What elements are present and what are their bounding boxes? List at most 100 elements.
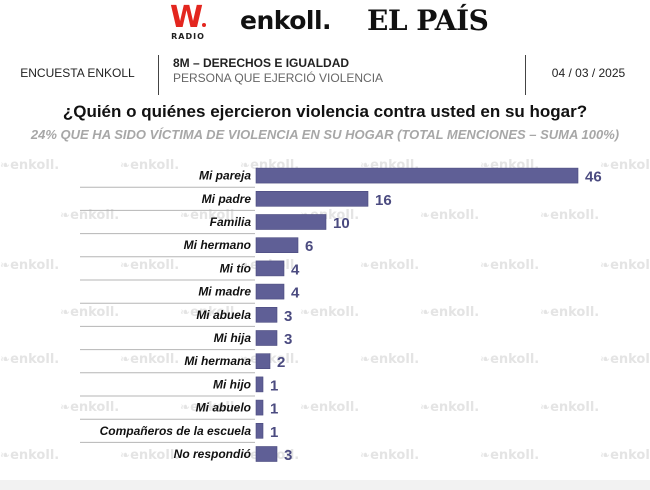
enkoll-leaf-icon: ❧: [0, 448, 11, 462]
category-label: Mi tío: [220, 261, 251, 275]
category-label: Mi hija: [214, 331, 252, 345]
watermark-text: enkoll.: [430, 208, 480, 223]
bar-row: Compañeros de la escuela 1: [80, 422, 278, 443]
enkoll-leaf-icon: ❧: [600, 352, 611, 366]
enkoll-leaf-icon: ❧: [600, 258, 611, 272]
enkoll-leaf-icon: ❧: [120, 352, 131, 366]
bar: [255, 237, 299, 253]
watermark-text: enkoll.: [70, 305, 120, 320]
wradio-mark: W: [169, 0, 203, 35]
watermark-text: enkoll.: [610, 258, 650, 273]
watermark-text: enkoll.: [130, 448, 180, 463]
bar-row: Mi padre 16: [80, 190, 392, 211]
category-label: Mi madre: [198, 285, 251, 299]
bar: [255, 283, 285, 300]
watermark: ❧enkoll.: [600, 158, 650, 173]
enkoll-leaf-icon: ❧: [300, 400, 311, 414]
watermark-text: enkoll.: [190, 305, 240, 320]
wradio-sub: RADIO: [171, 32, 205, 41]
watermark: ❧enkoll.: [480, 352, 539, 367]
bar-row: Mi pareja 46: [80, 167, 602, 188]
watermark: ❧enkoll.: [600, 352, 650, 367]
watermark-text: enkoll.: [550, 305, 600, 320]
value-label: 3: [284, 331, 292, 348]
bar-row: Mi tío 4: [80, 260, 300, 281]
enkoll-leaf-icon: ❧: [120, 158, 131, 172]
watermark: ❧enkoll.: [60, 208, 119, 223]
watermark-text: enkoll.: [130, 352, 180, 367]
watermark-text: enkoll.: [550, 400, 600, 415]
bar: [255, 446, 278, 462]
chart-subtitle: 24% QUE HA SIDO VÍCTIMA DE VIOLENCIA EN …: [30, 127, 620, 142]
report-date: 04 / 03 / 2025: [551, 66, 626, 80]
divider: [525, 55, 526, 95]
value-label: 10: [333, 215, 350, 232]
bar: [255, 376, 264, 393]
watermark: ❧enkoll.: [360, 258, 419, 273]
bar-row: Mi abuelo 1: [80, 399, 278, 420]
watermark-text: enkoll.: [490, 448, 540, 463]
watermark: ❧enkoll.: [60, 305, 119, 320]
enkoll-leaf-icon: ❧: [180, 305, 191, 319]
watermark-text: enkoll.: [310, 400, 360, 415]
watermark: ❧enkoll.: [420, 305, 479, 320]
enkoll-leaf-icon: ❧: [300, 305, 311, 319]
value-label: 1: [270, 377, 278, 394]
watermark: ❧enkoll.: [120, 352, 179, 367]
bar: [255, 190, 369, 207]
enkoll-leaf-icon: ❧: [480, 352, 491, 366]
watermark-text: enkoll.: [70, 208, 120, 223]
enkoll-leaf-icon: ❧: [240, 448, 251, 462]
bar: [255, 422, 264, 439]
wradio-logo: W RADIO: [168, 3, 208, 43]
enkoll-leaf-icon: ❧: [600, 158, 611, 172]
watermark: ❧enkoll.: [600, 448, 650, 463]
value-label: 3: [284, 308, 292, 325]
topic-title: 8M – DERECHOS E IGUALDAD: [173, 56, 350, 70]
topic-subtitle: PERSONA QUE EJERCIÓ VIOLENCIA: [173, 71, 384, 85]
value-label: 1: [270, 424, 278, 441]
enkoll-leaf-icon: ❧: [60, 400, 71, 414]
bar: [255, 353, 271, 369]
enkoll-leaf-icon: ❧: [480, 158, 491, 172]
category-label: Familia: [210, 215, 252, 229]
watermark: ❧enkoll.: [600, 258, 650, 273]
enkoll-leaf-icon: ❧: [480, 448, 491, 462]
divider: [158, 55, 159, 95]
watermark-text: enkoll.: [430, 305, 480, 320]
watermark-text: enkoll.: [370, 258, 420, 273]
watermark: ❧enkoll.: [420, 400, 479, 415]
watermark-text: enkoll.: [10, 352, 60, 367]
watermark: ❧enkoll.: [540, 305, 599, 320]
watermark: ❧enkoll.: [120, 258, 179, 273]
bar-row: Mi abuela 3: [80, 307, 292, 327]
enkoll-leaf-icon: ❧: [240, 352, 251, 366]
watermark-text: enkoll.: [490, 258, 540, 273]
value-label: 6: [305, 238, 313, 255]
value-label: 4: [291, 261, 300, 278]
category-label: Mi hermana: [184, 354, 251, 368]
logo-bar: W RADIO enkoll. EL PAÍS: [0, 0, 650, 46]
value-label: 16: [375, 192, 392, 209]
enkoll-leaf-icon: ❧: [240, 158, 251, 172]
enkoll-leaf-icon: ❧: [360, 352, 371, 366]
watermark-text: enkoll.: [490, 352, 540, 367]
enkoll-leaf-icon: ❧: [420, 400, 431, 414]
category-label: Mi padre: [202, 192, 252, 206]
bar: [255, 307, 278, 323]
watermark-text: enkoll.: [130, 258, 180, 273]
survey-name: ENCUESTA ENKOLL: [20, 66, 135, 80]
bar-row: Mi madre 4: [80, 283, 300, 304]
chart-title: ¿Quién o quiénes ejercieron violencia co…: [62, 102, 588, 121]
enkoll-leaf-icon: ❧: [360, 158, 371, 172]
enkoll-leaf-icon: ❧: [60, 208, 71, 222]
bar: [255, 214, 327, 230]
watermark-text: enkoll.: [370, 448, 420, 463]
watermark-text: enkoll.: [10, 448, 60, 463]
enkoll-leaf-icon: ❧: [540, 305, 551, 319]
category-label: Mi pareja: [199, 169, 251, 183]
value-label: 1: [270, 401, 278, 418]
wradio-dot: [202, 23, 207, 27]
bar: [255, 260, 285, 277]
